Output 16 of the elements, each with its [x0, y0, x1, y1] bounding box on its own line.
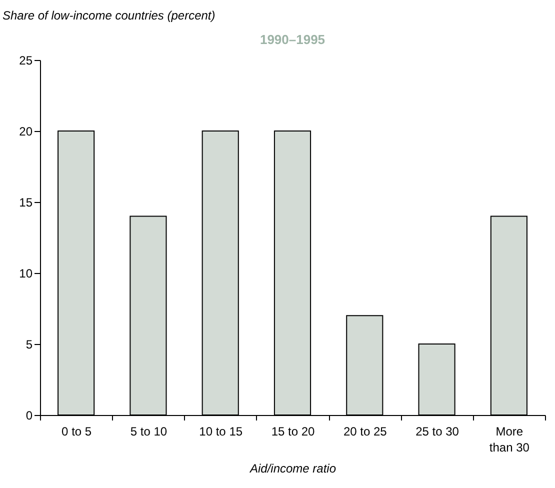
x-tick-label: 15 to 20 [271, 424, 316, 438]
y-tick-label: 5 [26, 338, 33, 352]
x-tick-label: 25 to 30 [416, 424, 460, 438]
y-tick-label: 15 [19, 196, 33, 210]
y-tick-label: 0 [26, 408, 33, 422]
y-tick-label: 20 [19, 124, 33, 138]
x-tick-label: 0 to 5 [62, 424, 92, 438]
y-axis-title: Share of low-income countries (percent) [2, 8, 216, 22]
x-tick-label: More than 30 [489, 424, 530, 454]
y-tick-label: 10 [19, 266, 33, 280]
y-tick-label: 25 [19, 54, 33, 68]
x-tick-label: 10 to 15 [199, 424, 243, 438]
x-tick-label: 5 to 10 [130, 424, 168, 438]
x-tick-label: 20 to 25 [343, 424, 388, 438]
chart-title: 1990–1995 [260, 32, 326, 47]
x-axis-title: Aid/income ratio [248, 462, 336, 476]
